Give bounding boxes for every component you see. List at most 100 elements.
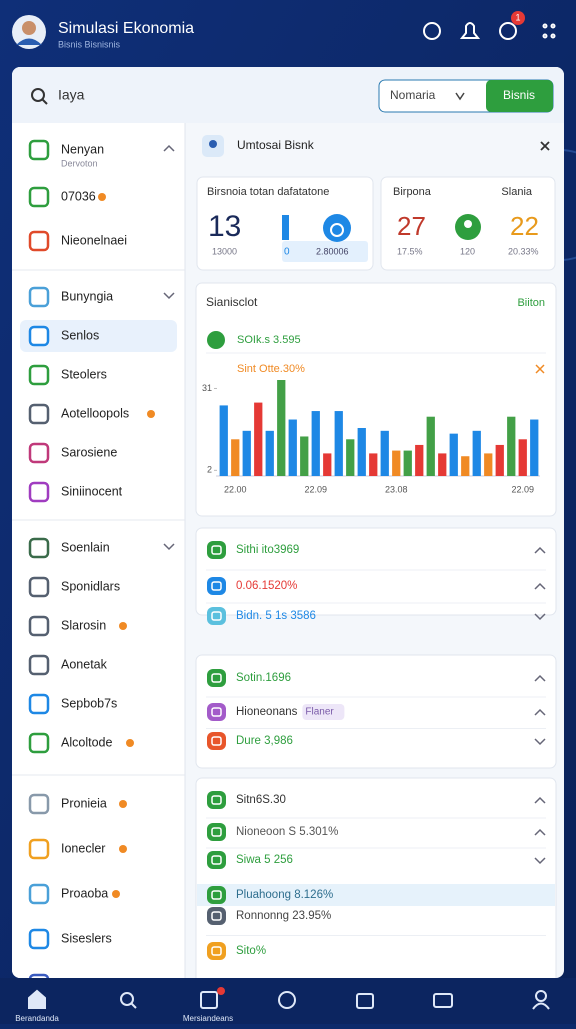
bar[interactable] [507, 416, 516, 476]
nav-home[interactable] [28, 989, 46, 1009]
legend-label: Sint Otte.30% [237, 363, 305, 375]
sidebar-item[interactable]: Siniinocent [61, 484, 123, 498]
row-label[interactable]: Sito% [236, 945, 266, 957]
bar[interactable] [265, 430, 274, 476]
bar[interactable] [300, 436, 309, 476]
sidebar-item[interactable]: Nieonelnaei [61, 233, 127, 247]
sidebar-item[interactable]: Steolers [61, 367, 107, 381]
chevron[interactable] [534, 674, 546, 682]
bar[interactable] [219, 405, 228, 476]
row-label[interactable]: Sotin.1696 [236, 672, 291, 684]
nav-profile[interactable] [532, 990, 550, 1010]
bar[interactable] [334, 411, 343, 476]
bar[interactable] [518, 439, 527, 476]
bar[interactable] [438, 453, 447, 476]
bar[interactable] [426, 416, 435, 476]
app-title: Simulasi Ekonomia [58, 20, 194, 37]
nav-search[interactable] [120, 992, 137, 1009]
bell-icon[interactable] [459, 22, 481, 39]
bar[interactable] [449, 433, 458, 476]
nav-label[interactable]: Mersiandeans [183, 1014, 233, 1023]
main-panel: Iaya Nomaria Bisnis NenyanDervoton07036N… [12, 67, 564, 990]
row-label[interactable]: Pluahoong 8.126% [236, 889, 333, 901]
bar[interactable] [369, 453, 378, 476]
stat-text: 22 [510, 211, 539, 241]
chevron[interactable] [534, 546, 546, 554]
sidebar-item[interactable]: Sponidlars [61, 579, 120, 593]
sidebar-item[interactable]: Siseslers [61, 931, 112, 945]
row-label[interactable]: Ronnonng 23.95% [236, 910, 331, 922]
sidebar-item[interactable]: Aonetak [61, 657, 108, 671]
row-label[interactable]: Nioneoon S 5.301% [236, 826, 338, 838]
chevron[interactable] [534, 613, 546, 621]
settings-icon[interactable] [423, 22, 441, 40]
bar[interactable] [530, 419, 539, 476]
close-icon[interactable] [540, 141, 550, 151]
row-label[interactable]: Sitn6S.30 [236, 794, 286, 806]
bar[interactable] [288, 419, 297, 476]
chevron[interactable] [534, 708, 546, 716]
legend-close[interactable] [535, 364, 545, 374]
sidebar-item[interactable]: Senlos [61, 328, 99, 342]
x-tick-label: 22.09 [304, 484, 327, 494]
messages-icon[interactable] [499, 22, 517, 40]
bar[interactable] [242, 430, 251, 476]
row-label[interactable]: 0.06.1520% [236, 580, 297, 592]
bar[interactable] [323, 453, 332, 476]
search-icon[interactable] [31, 88, 45, 102]
chevron[interactable] [534, 857, 546, 865]
nav-reports[interactable] [200, 991, 218, 1009]
sidebar-item[interactable]: Alcoltode [61, 735, 112, 749]
search-query[interactable]: Iaya [58, 87, 85, 103]
bar[interactable] [357, 428, 366, 476]
chevron[interactable] [534, 828, 546, 836]
row-label[interactable]: Sithi ito3969 [236, 544, 299, 556]
bar[interactable] [231, 439, 240, 476]
notification-badge [511, 11, 525, 25]
sidebar-item[interactable]: 07036 [61, 189, 96, 203]
bar[interactable] [495, 444, 504, 476]
chevron[interactable] [163, 292, 175, 300]
chevron[interactable] [163, 144, 175, 152]
bar[interactable] [403, 450, 412, 476]
bar[interactable] [484, 453, 493, 476]
bar[interactable] [380, 430, 389, 476]
row-label[interactable]: Siwa 5 256 [236, 854, 293, 866]
sidebar-item[interactable]: Proaoba [61, 886, 108, 900]
sidebar-item[interactable]: Soenlain [61, 540, 110, 554]
nav-history[interactable] [278, 991, 296, 1009]
row-label[interactable]: Bidn. 5 1s 3586 [236, 610, 316, 622]
nav-wallet[interactable] [433, 993, 453, 1008]
row-label[interactable]: Dure 3,986 [236, 735, 293, 747]
row-label[interactable]: Hioneonans [236, 706, 298, 718]
bar[interactable] [472, 430, 481, 476]
sidebar-item[interactable]: Ionecler [61, 841, 105, 855]
sidebar-item[interactable]: Ftureen [61, 976, 104, 990]
bar[interactable] [415, 444, 424, 476]
chevron[interactable] [534, 796, 546, 804]
bar[interactable] [346, 439, 355, 476]
sidebar-item[interactable]: Nenyan [61, 142, 104, 156]
nav-market[interactable] [356, 993, 374, 1009]
sidebar-item[interactable]: Aotelloopols [61, 406, 129, 420]
bar[interactable] [392, 450, 401, 476]
sidebar-item[interactable]: Sarosiene [61, 445, 117, 459]
sidebar-item[interactable]: Pronieia [61, 796, 107, 810]
stat-text: Slania [501, 186, 532, 198]
nav-label[interactable]: Berandanda [15, 1014, 59, 1023]
sidebar-item[interactable]: Slarosin [61, 618, 106, 632]
row-icon-glyph [211, 581, 222, 591]
chevron[interactable] [534, 582, 546, 590]
item-icon [28, 732, 50, 754]
primary-button[interactable] [486, 80, 553, 112]
sidebar-item[interactable]: Sepbob7s [61, 696, 117, 710]
sidebar-item[interactable]: Bunyngia [61, 289, 113, 303]
bar[interactable] [254, 402, 263, 476]
menu-icon[interactable] [542, 23, 556, 39]
chevron[interactable] [163, 543, 175, 551]
bar[interactable] [277, 380, 286, 476]
bar[interactable] [461, 456, 470, 476]
chevron[interactable] [534, 738, 546, 746]
bar[interactable] [311, 411, 320, 476]
chart-action[interactable]: Biiton [517, 297, 545, 309]
